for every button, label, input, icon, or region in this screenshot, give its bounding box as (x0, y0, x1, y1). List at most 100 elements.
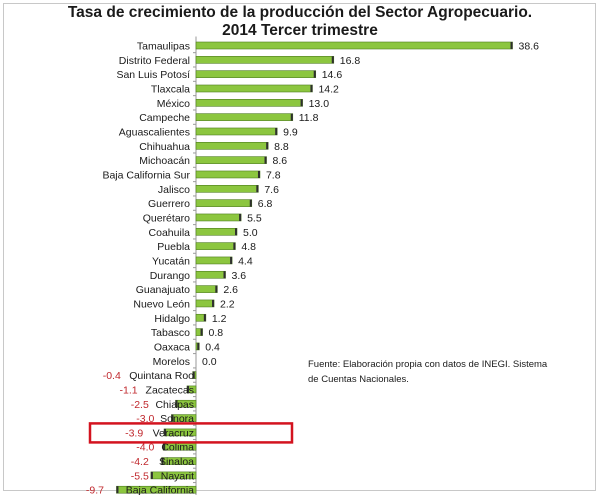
bar-end-cap (264, 156, 267, 164)
bar-san-luis-potos- (195, 70, 317, 78)
value-label: 4.4 (238, 255, 253, 267)
value-label: 5.0 (243, 227, 258, 239)
category-label: Nuevo León (133, 298, 190, 310)
category-label: Sinaloa (159, 456, 194, 468)
bar-end-cap (212, 299, 215, 307)
value-label: 9.9 (283, 126, 298, 138)
value-label: 7.8 (266, 169, 281, 181)
category-label: Coahuila (149, 227, 191, 239)
value-label: -3.0 (136, 413, 154, 425)
bar-end-cap (249, 199, 252, 207)
chart-subtitle: 2014 Tercer trimestre (222, 22, 378, 39)
value-label: 8.6 (273, 155, 288, 167)
value-label: 4.8 (241, 241, 256, 253)
value-label: 0.4 (205, 341, 220, 353)
source-note: Fuente: Elaboración propia con datos de … (308, 359, 548, 385)
value-label: 8.8 (274, 141, 289, 153)
bar-end-cap (116, 486, 119, 494)
category-label: Chihuahua (139, 141, 190, 153)
category-label: Colima (161, 442, 194, 454)
bar-tlaxcala (195, 84, 313, 93)
category-label: Puebla (157, 241, 190, 253)
bar-durango (195, 270, 226, 279)
category-label: Jalisco (158, 184, 190, 196)
category-label: Hidalgo (154, 313, 190, 325)
value-label: -9.7 (86, 485, 104, 495)
value-label: 13.0 (309, 98, 330, 110)
value-label: 0.0 (202, 356, 217, 368)
value-label: -1.1 (120, 384, 138, 396)
bar-end-cap (192, 371, 195, 379)
value-label: 38.6 (519, 41, 540, 53)
bar-end-cap (257, 170, 260, 178)
value-label: -4.2 (131, 456, 149, 468)
bar-end-cap (256, 185, 259, 193)
bar-end-cap (175, 400, 178, 408)
value-label: 14.6 (322, 69, 343, 81)
category-label: Sonora (160, 413, 194, 425)
category-label: Michoacán (139, 155, 190, 167)
value-label: 7.6 (264, 184, 279, 196)
bar-end-cap (223, 271, 226, 279)
bar-end-cap (164, 428, 167, 436)
value-label: -0.4 (103, 370, 121, 382)
bar-jalisco (195, 185, 259, 193)
bar-chihuahua (195, 142, 269, 150)
category-label: Campeche (139, 112, 190, 124)
bar-end-cap (313, 70, 316, 78)
value-label: 1.2 (212, 313, 227, 325)
value-label: 0.8 (209, 327, 224, 339)
bar-michoac-n (195, 156, 267, 164)
category-label: Nayarit (161, 470, 194, 482)
value-label: -3.9 (125, 427, 143, 439)
bar-puebla (195, 242, 236, 250)
category-label: Baja California Sur (102, 169, 190, 181)
bar-coahuila (195, 227, 238, 236)
value-label: 11.8 (299, 112, 319, 124)
bar-end-cap (230, 256, 233, 264)
category-label: Tabasco (151, 327, 190, 339)
category-label: Querétaro (143, 212, 190, 224)
bar-end-cap (161, 457, 164, 465)
bar-end-cap (163, 443, 166, 451)
bar-guanajuato (195, 285, 218, 293)
value-label: 16.8 (340, 55, 361, 67)
value-label: -5.5 (131, 470, 149, 482)
category-label: Morelos (153, 356, 190, 368)
value-label: -4.0 (136, 442, 154, 454)
bar-end-cap (150, 471, 153, 479)
bar-end-cap (331, 56, 334, 64)
bar-nuevo-le-n (195, 299, 215, 308)
bar-end-cap (266, 142, 269, 150)
bar-distrito-federal (195, 56, 335, 64)
category-label: Zacatecas (146, 384, 194, 396)
category-label: Oaxaca (154, 341, 190, 353)
value-label: 2.2 (220, 298, 235, 310)
value-label: 3.6 (232, 270, 247, 282)
bar-end-cap (200, 328, 203, 336)
value-label: 2.6 (223, 284, 238, 296)
bar-end-cap (300, 99, 303, 107)
category-label: Guanajuato (136, 284, 190, 296)
bar-quer-taro (195, 213, 242, 222)
category-label: Aguascalientes (119, 126, 190, 138)
bar-end-cap (239, 213, 242, 221)
bar-end-cap (235, 228, 237, 236)
category-label: Baja California (126, 485, 194, 495)
category-label: Chiapas (155, 399, 194, 411)
bar-end-cap (171, 414, 174, 422)
category-label: Distrito Federal (119, 55, 190, 67)
bar-end-cap (310, 84, 313, 92)
category-label: Yucatán (152, 255, 190, 267)
bar-tamaulipas (195, 41, 513, 50)
category-label: Veracruz (153, 427, 194, 439)
category-label: Quintana Roo (129, 370, 194, 382)
bar-yucat-n (195, 256, 233, 265)
bar-end-cap (215, 285, 218, 293)
value-label: 6.8 (258, 198, 273, 210)
bar-end-cap (203, 314, 206, 322)
value-label: -2.5 (131, 399, 149, 411)
bar-end-cap (510, 42, 513, 49)
value-label: 14.2 (318, 83, 339, 95)
